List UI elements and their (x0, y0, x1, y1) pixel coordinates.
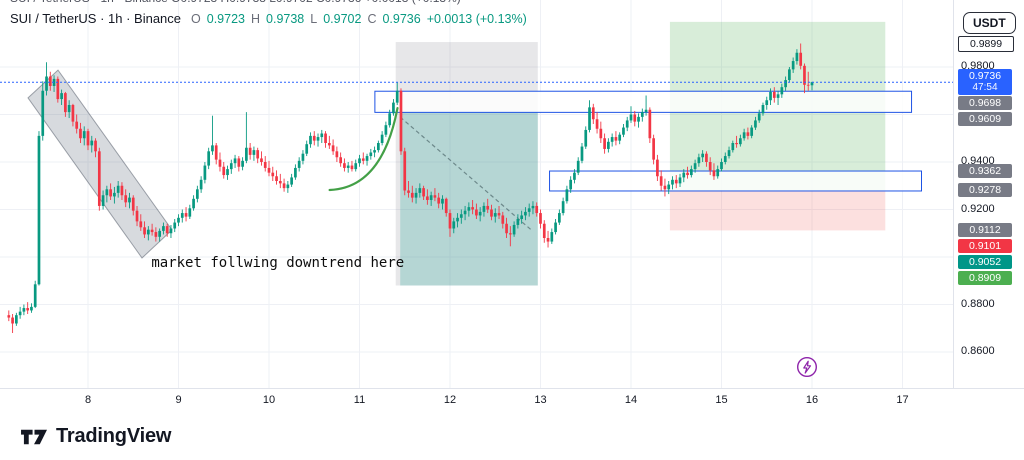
red-zone[interactable] (669, 190, 886, 231)
price-label-0.8909: 0.8909 (958, 271, 1012, 286)
price-label-0.9278: 0.9278 (958, 183, 1012, 198)
time-tick: 12 (443, 394, 457, 406)
price-tick: 0.8600 (961, 345, 995, 357)
time-tick: 17 (896, 394, 909, 406)
price-label-0.9736: 0.9736 47:54 (958, 69, 1012, 96)
time-tick: 14 (624, 394, 638, 406)
price-label-0.9362: 0.9362 (958, 163, 1012, 178)
time-tick: 11 (353, 394, 366, 406)
high-label: H (250, 12, 261, 26)
teal-zone[interactable] (400, 112, 538, 286)
change-value: +0.0013 (+0.13%) (426, 12, 527, 26)
lower-demand-box[interactable] (549, 170, 923, 192)
time-axis[interactable]: 8 9 10 11 12 13 14 15 16 17 (0, 388, 1024, 413)
price-tick: 0.9200 (961, 202, 995, 215)
tradingview-logo-icon[interactable] (20, 424, 49, 449)
clipped-legend-text: SUI / TetherUS · 1h · Binance O0.9723 H0… (10, 0, 527, 5)
price-label-0.9899: 0.9899 (958, 35, 1014, 52)
clipped-legend-row: SUI / TetherUS · 1h · Binance O0.9723 H0… (10, 0, 527, 6)
bar-countdown: 47:54 (972, 82, 998, 94)
high-value: 0.9738 (266, 12, 305, 26)
currency-toggle-button[interactable]: USDT (963, 12, 1016, 34)
candlestick-chart[interactable] (0, 0, 953, 388)
price-label-0.9101: 0.9101 (958, 238, 1012, 253)
close-label: C (367, 12, 377, 26)
upper-supply-box[interactable] (374, 90, 913, 113)
green-curve[interactable] (328, 106, 399, 192)
low-value: 0.9702 (323, 12, 362, 26)
dashed-trendline[interactable] (399, 116, 533, 232)
price-label-0.9052: 0.9052 (958, 254, 1012, 269)
open-label: O (191, 12, 201, 26)
footer: TradingView (0, 412, 1024, 460)
open-value: 0.9723 (206, 12, 245, 26)
time-tick: 16 (805, 394, 819, 406)
tradingview-brand-text[interactable]: TradingView (56, 424, 172, 447)
time-tick: 15 (715, 394, 728, 406)
candles-group (7, 43, 814, 333)
price-label-0.9609: 0.9609 (958, 112, 1012, 127)
gray-zone[interactable] (395, 42, 538, 286)
close-value: 0.9736 (382, 12, 421, 26)
time-tick: 9 (175, 394, 182, 406)
price-axis[interactable]: USDT 0.9800 0.9400 0.9200 0.8800 0.8600 0.989… (953, 0, 1024, 388)
symbol-title[interactable]: SUI / TetherUS · 1h · Binance (10, 11, 182, 26)
price-label-0.9698: 0.9698 (958, 96, 1012, 111)
price-tick: 0.9800 (961, 60, 995, 72)
time-tick: 10 (262, 394, 276, 406)
price-label-0.9112: 0.9112 (958, 222, 1012, 237)
low-label: L (310, 12, 318, 26)
price-tick: 0.8800 (961, 297, 995, 310)
lightning-marker-icon[interactable] (796, 356, 818, 378)
time-tick: 8 (84, 394, 92, 406)
text-annotation[interactable]: market follwing downtrend here (151, 255, 405, 272)
time-tick: 13 (534, 394, 547, 406)
ohlc-values: O 0.9723 H 0.9738 L 0.9702 C 0.9736 +0.0013 … (191, 12, 527, 26)
